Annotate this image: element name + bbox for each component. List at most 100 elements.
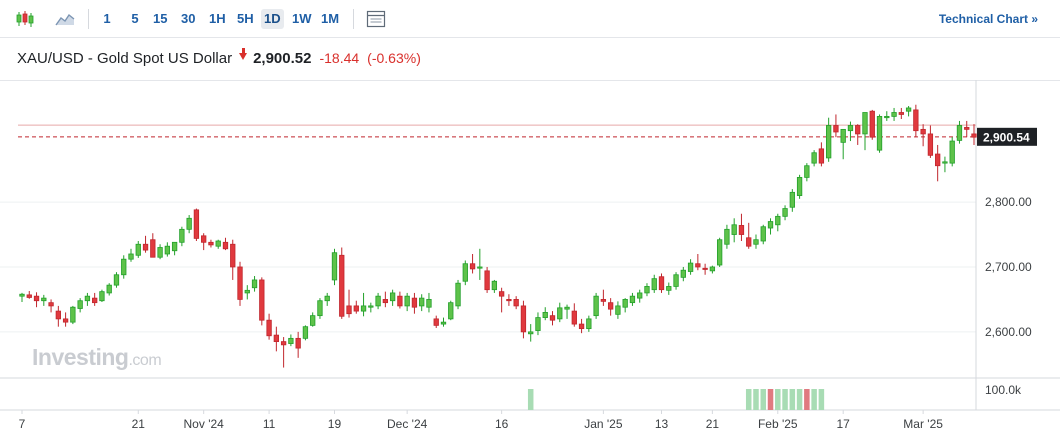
candle-body (898, 112, 904, 115)
candle (847, 121, 854, 142)
candle (905, 106, 912, 117)
candle-body (826, 125, 832, 159)
period-5[interactable]: 5 (131, 11, 139, 26)
candle (310, 312, 316, 327)
candle (331, 248, 338, 286)
candle-body (331, 252, 338, 281)
candle-body (724, 228, 730, 245)
candle-body (375, 295, 381, 307)
candle (99, 289, 105, 303)
candle (651, 274, 657, 293)
candle (353, 300, 359, 314)
candle-body (506, 299, 512, 302)
price-change: -18.44 (319, 50, 360, 66)
candle (811, 150, 817, 167)
period-15[interactable]: 15 (153, 11, 168, 26)
candle (876, 114, 883, 153)
toolbar-separator (353, 9, 354, 29)
candle (150, 233, 156, 258)
candle-body (528, 331, 534, 335)
candle (448, 300, 454, 321)
candle (549, 311, 556, 326)
area-chart-icon[interactable] (54, 9, 76, 29)
candle-body (346, 305, 352, 315)
candle-body (622, 299, 628, 308)
candle-body (19, 293, 25, 297)
candlestick-icon[interactable] (14, 9, 36, 29)
candle-body (913, 109, 919, 132)
time-tick-label: 21 (132, 417, 146, 431)
candle-body (658, 276, 665, 291)
candle-body (535, 317, 541, 331)
candle (884, 111, 890, 121)
candle (339, 247, 345, 319)
candle-body (600, 299, 607, 302)
candle-body (259, 279, 265, 321)
candle-body (855, 125, 861, 135)
candle-body (128, 253, 134, 260)
candle-body (244, 289, 250, 294)
candle-body (353, 305, 359, 312)
candle-body (273, 334, 280, 343)
candle-body (884, 115, 890, 119)
period-30[interactable]: 30 (181, 11, 196, 26)
candle-body (455, 282, 461, 307)
candle (208, 239, 214, 248)
candle (179, 226, 185, 247)
candle (491, 279, 498, 293)
candle (513, 296, 519, 310)
candle (629, 292, 636, 306)
period-1m[interactable]: 1M (321, 11, 340, 26)
candle (142, 235, 149, 253)
candle (935, 144, 941, 182)
candle-body (106, 284, 112, 294)
price-tick-label: 2,800.00 (985, 195, 1032, 209)
candle (288, 334, 294, 347)
chart-top-border (0, 80, 1060, 81)
time-tick-label: Feb '25 (758, 417, 798, 431)
candle (230, 239, 236, 280)
candle (535, 312, 541, 336)
period-1[interactable]: 1 (103, 11, 111, 26)
candle-body (920, 128, 926, 135)
candle-body (237, 266, 243, 300)
candle-body (782, 208, 788, 217)
candle (542, 307, 548, 321)
candle (113, 272, 120, 288)
candle-body (905, 107, 912, 112)
candle-body (433, 318, 439, 326)
period-1h[interactable]: 1H (209, 11, 226, 26)
period-5h[interactable]: 5H (237, 11, 254, 26)
candle-body (113, 274, 120, 286)
time-tick-label: Nov '24 (184, 417, 225, 431)
candle-body (891, 112, 897, 117)
candle (564, 304, 570, 319)
period-1w[interactable]: 1W (292, 11, 312, 26)
candle (818, 142, 825, 167)
candle (753, 234, 759, 249)
candle-body (171, 241, 178, 252)
time-tick-label: 11 (263, 417, 276, 431)
candle (201, 233, 207, 251)
candle (920, 124, 926, 147)
candle (789, 189, 795, 212)
candle-body (389, 292, 396, 302)
volume-bar (811, 389, 817, 410)
candle (862, 112, 868, 151)
candle-body (317, 300, 323, 317)
candle (397, 291, 403, 309)
indicators-icon[interactable] (365, 9, 387, 29)
last-price-tag (977, 127, 1037, 146)
candle (273, 326, 280, 352)
candle (775, 213, 781, 232)
period-1d[interactable]: 1D (261, 9, 284, 29)
volume-bar (753, 389, 759, 410)
technical-chart-link[interactable]: Technical Chart » (938, 12, 1038, 26)
candle-body (971, 133, 977, 138)
candle-body (651, 278, 657, 291)
candle (869, 109, 875, 140)
candle-body (746, 237, 752, 247)
volume-tick-label: 100.0k (985, 383, 1022, 397)
last-price: 2,900.52 (253, 49, 312, 67)
